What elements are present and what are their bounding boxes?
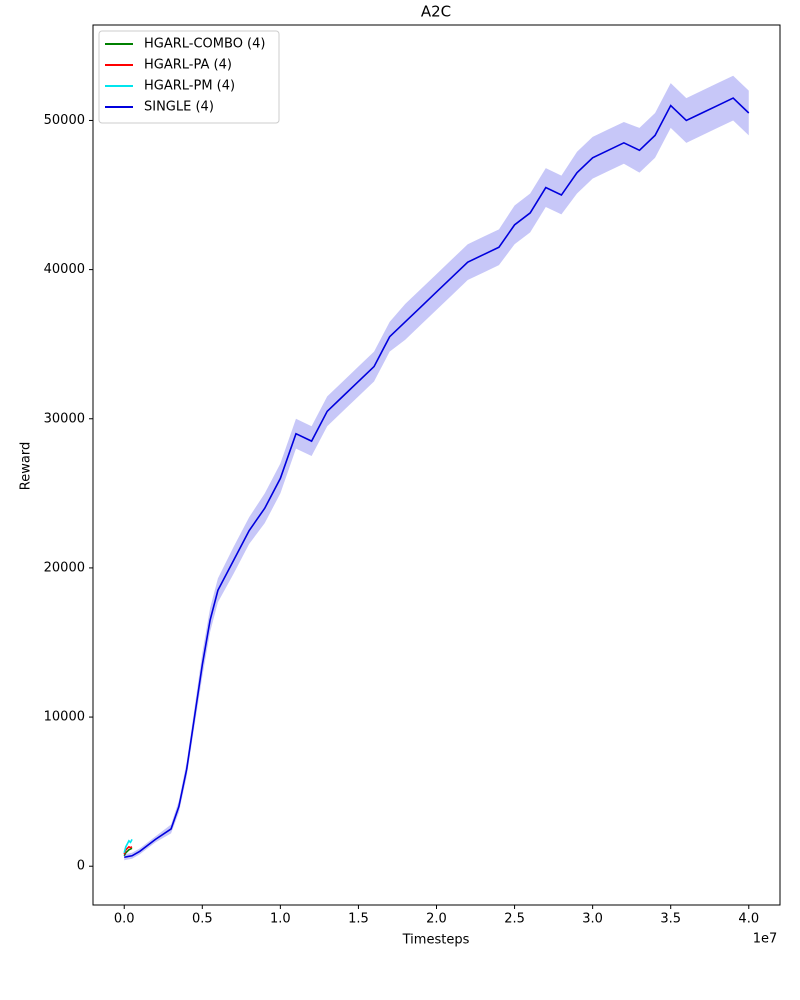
x-tick-label: 2.0 [426,912,447,927]
legend: HGARL-COMBO (4) HGARL-PA (4) HGARL-PM (4) S… [98,30,280,124]
y-tick-label: 0 [77,859,85,874]
y-tick-label: 20000 [44,560,85,575]
x-axis-label: Timesteps [402,933,470,948]
chart-title: A2C [421,3,451,21]
legend-box [98,30,280,124]
legend-label: HGARL-COMBO (4) [144,37,265,52]
y-tick-label: 50000 [44,113,85,128]
x-tick-label: 0.5 [192,912,213,927]
x-tick-label: 0.0 [114,912,135,927]
x-offset-label: 1e7 [753,932,778,947]
x-tick-label: 2.5 [504,912,525,927]
plot-area [123,75,750,861]
x-tick-label: 3.0 [582,912,603,927]
x-tick-label: 4.0 [738,912,759,927]
axes-frame [92,24,781,906]
y-axis-label: Reward [19,442,34,490]
x-tick-label: 1.0 [270,912,291,927]
line [124,97,750,859]
y-tick-label: 40000 [44,262,85,277]
y-tick-label: 10000 [44,710,85,725]
line [123,847,133,857]
band [124,75,749,861]
x-tick-label: 3.5 [660,912,681,927]
y-tick-label: 30000 [44,411,85,426]
legend-label: HGARL-PA (4) [144,58,232,73]
legend-label: SINGLE (4) [144,100,214,115]
x-tick-label: 1.5 [348,912,369,927]
legend-label: HGARL-PM (4) [144,79,235,94]
line [123,839,133,853]
